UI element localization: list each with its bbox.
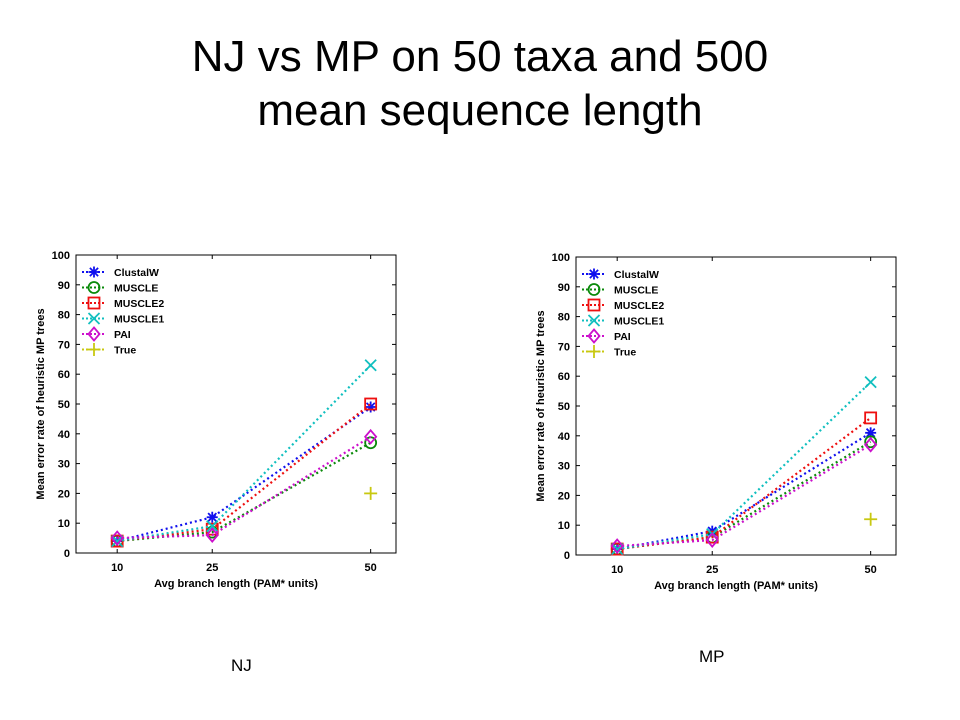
series-line-clustalw: [616, 431, 872, 551]
legend-label-muscle1: MUSCLE1: [114, 314, 164, 326]
data-point-muscle2: [864, 411, 878, 425]
data-point-muscle1: [206, 520, 219, 533]
data-point-pai: [863, 436, 878, 453]
x-axis-label: Avg branch length (PAM* units): [654, 580, 818, 592]
data-point-pai: [363, 428, 378, 445]
legend-label-clustalw: ClustalW: [114, 267, 159, 279]
y-tick-label: 70: [58, 339, 70, 351]
nj-chart: 0 10 20 30 40 50 60 70 80 90 100 10 25 50 Avg branch l…: [35, 250, 397, 590]
y-tick-label: 50: [558, 401, 570, 413]
y-tick-label: 40: [558, 431, 570, 443]
y-tick-label: 50: [58, 399, 70, 411]
y-tick-label: 80: [58, 310, 70, 322]
y-tick-label: 10: [58, 518, 70, 530]
x-tick-label: 10: [111, 562, 123, 574]
legend-label-muscle2: MUSCLE2: [114, 298, 164, 310]
series-line-muscle: [117, 441, 372, 543]
series-line-muscle: [617, 440, 872, 551]
legend-marker-true: [587, 345, 601, 358]
legend-marker-muscle1: [587, 314, 601, 327]
y-tick-label: 60: [558, 371, 570, 383]
page-title: NJ vs MP on 50 taxa and 500 mean sequenc…: [0, 30, 960, 138]
y-tick-label: 90: [58, 280, 70, 292]
series-line-muscle2: [117, 403, 372, 543]
y-tick-label: 10: [558, 520, 570, 532]
y-tick-label: 90: [558, 282, 570, 294]
data-point-clustalw: [206, 511, 218, 523]
data-point-true: [864, 512, 878, 526]
x-tick-label: 50: [865, 564, 877, 576]
legend-marker-muscle: [87, 281, 101, 294]
y-tick-label: 30: [558, 461, 570, 473]
legend-marker-pai: [87, 326, 101, 342]
y-tick-label: 20: [558, 490, 570, 502]
data-point-muscle: [864, 435, 878, 449]
legend-marker-muscle2: [587, 298, 601, 312]
x-tick-label: 25: [706, 564, 718, 576]
y-axis-label: Mean error rate of heuristic MP trees: [35, 308, 47, 499]
title-line-2: mean sequence length: [257, 86, 703, 135]
legend-marker-clustalw: [588, 268, 600, 280]
y-axis-label: Mean error rate of heuristic MP trees: [535, 310, 547, 501]
legend-marker-true: [87, 343, 101, 356]
y-tick-label: 100: [52, 250, 70, 262]
title-line-1: NJ vs MP on 50 taxa and 500: [191, 32, 769, 81]
legend-label-true: True: [114, 345, 136, 357]
data-point-pai: [705, 532, 719, 548]
x-tick-label: 25: [206, 562, 218, 574]
legend-label-clustalw: ClustalW: [614, 269, 659, 281]
legend-label-pai: PAI: [114, 329, 131, 341]
y-tick-label: 30: [58, 459, 70, 471]
legend-marker-pai: [587, 328, 601, 344]
data-point-pai: [110, 530, 124, 546]
data-point-muscle1: [864, 376, 877, 389]
data-point-pai: [610, 538, 624, 554]
y-tick-label: 20: [58, 488, 70, 500]
legend-label-true: True: [614, 347, 636, 359]
legend-label-muscle2: MUSCLE2: [614, 300, 664, 312]
legend-marker-clustalw: [88, 266, 100, 278]
data-point-muscle1: [611, 542, 624, 556]
data-point-pai: [205, 527, 219, 544]
legend-label-muscle1: MUSCLE1: [614, 316, 664, 328]
legend-label-muscle: MUSCLE: [114, 283, 158, 295]
x-axis-label: Avg branch length (PAM* units): [154, 578, 318, 590]
y-tick-label: 40: [58, 429, 70, 441]
data-point-clustalw: [365, 401, 377, 413]
y-tick-label: 80: [558, 312, 570, 324]
legend-marker-muscle: [587, 283, 601, 296]
nj-caption: NJ: [231, 656, 252, 675]
legend-marker-muscle2: [87, 296, 101, 310]
y-tick-label: 0: [564, 550, 570, 562]
data-point-muscle1: [111, 534, 124, 548]
series-line-pai: [117, 435, 372, 540]
data-point-muscle1: [364, 359, 377, 372]
mp-chart: 0 10 20 30 40 50 60 70 80 90 100 10 25 50 Avg branch l…: [535, 252, 897, 592]
y-tick-label: 0: [64, 548, 70, 560]
series-line-clustalw: [116, 406, 372, 543]
legend-marker-muscle1: [87, 312, 101, 325]
mp-caption: MP: [699, 647, 725, 666]
series-line-muscle2: [617, 417, 872, 551]
y-tick-label: 70: [558, 341, 570, 353]
x-tick-label: 10: [611, 564, 623, 576]
data-point-muscle2: [364, 397, 378, 411]
legend-label-pai: PAI: [614, 331, 631, 343]
legend-label-muscle: MUSCLE: [614, 285, 658, 297]
data-point-true: [364, 486, 378, 500]
y-tick-label: 60: [58, 369, 70, 381]
y-tick-label: 100: [552, 252, 570, 264]
series-line-pai: [617, 443, 872, 548]
x-tick-label: 50: [365, 562, 377, 574]
